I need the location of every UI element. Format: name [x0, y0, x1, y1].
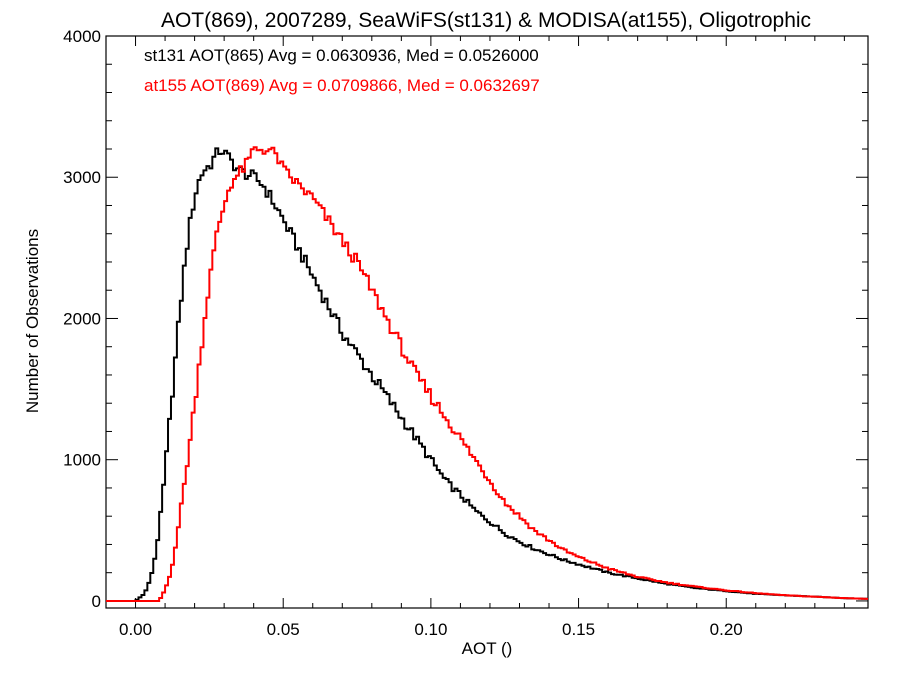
y-tick-labels: 0 1000 2000 3000 4000 — [63, 27, 101, 611]
y-tick-label: 0 — [92, 592, 101, 611]
series-layer — [106, 146, 868, 602]
plot-area — [105, 35, 869, 609]
y-tick-label: 2000 — [63, 309, 101, 328]
legend-entry-st131: st131 AOT(865) Avg = 0.0630936, Med = 0.… — [144, 46, 539, 65]
x-tick-label: 0.20 — [710, 620, 743, 639]
y-axis-title: Number of Observations — [23, 229, 42, 413]
chart-title: AOT(869), 2007289, SeaWiFS(st131) & MODI… — [161, 9, 811, 32]
series-at155-histogram — [106, 146, 868, 602]
plot-frame — [105, 35, 869, 609]
x-tick-marks — [105, 36, 845, 608]
x-tick-label: 0.00 — [119, 620, 152, 639]
y-tick-label: 4000 — [63, 27, 101, 46]
legend-entry-at155: at155 AOT(869) Avg = 0.0709866, Med = 0.… — [144, 76, 540, 95]
x-tick-label: 0.15 — [562, 620, 595, 639]
y-tick-marks — [106, 35, 868, 602]
x-axis-title: AOT () — [462, 639, 513, 658]
x-tick-label: 0.10 — [414, 620, 447, 639]
x-tick-labels: 0.00 0.05 0.10 0.15 0.20 — [119, 620, 743, 639]
y-tick-label: 1000 — [63, 451, 101, 470]
x-tick-label: 0.05 — [267, 620, 300, 639]
y-tick-label: 3000 — [63, 168, 101, 187]
